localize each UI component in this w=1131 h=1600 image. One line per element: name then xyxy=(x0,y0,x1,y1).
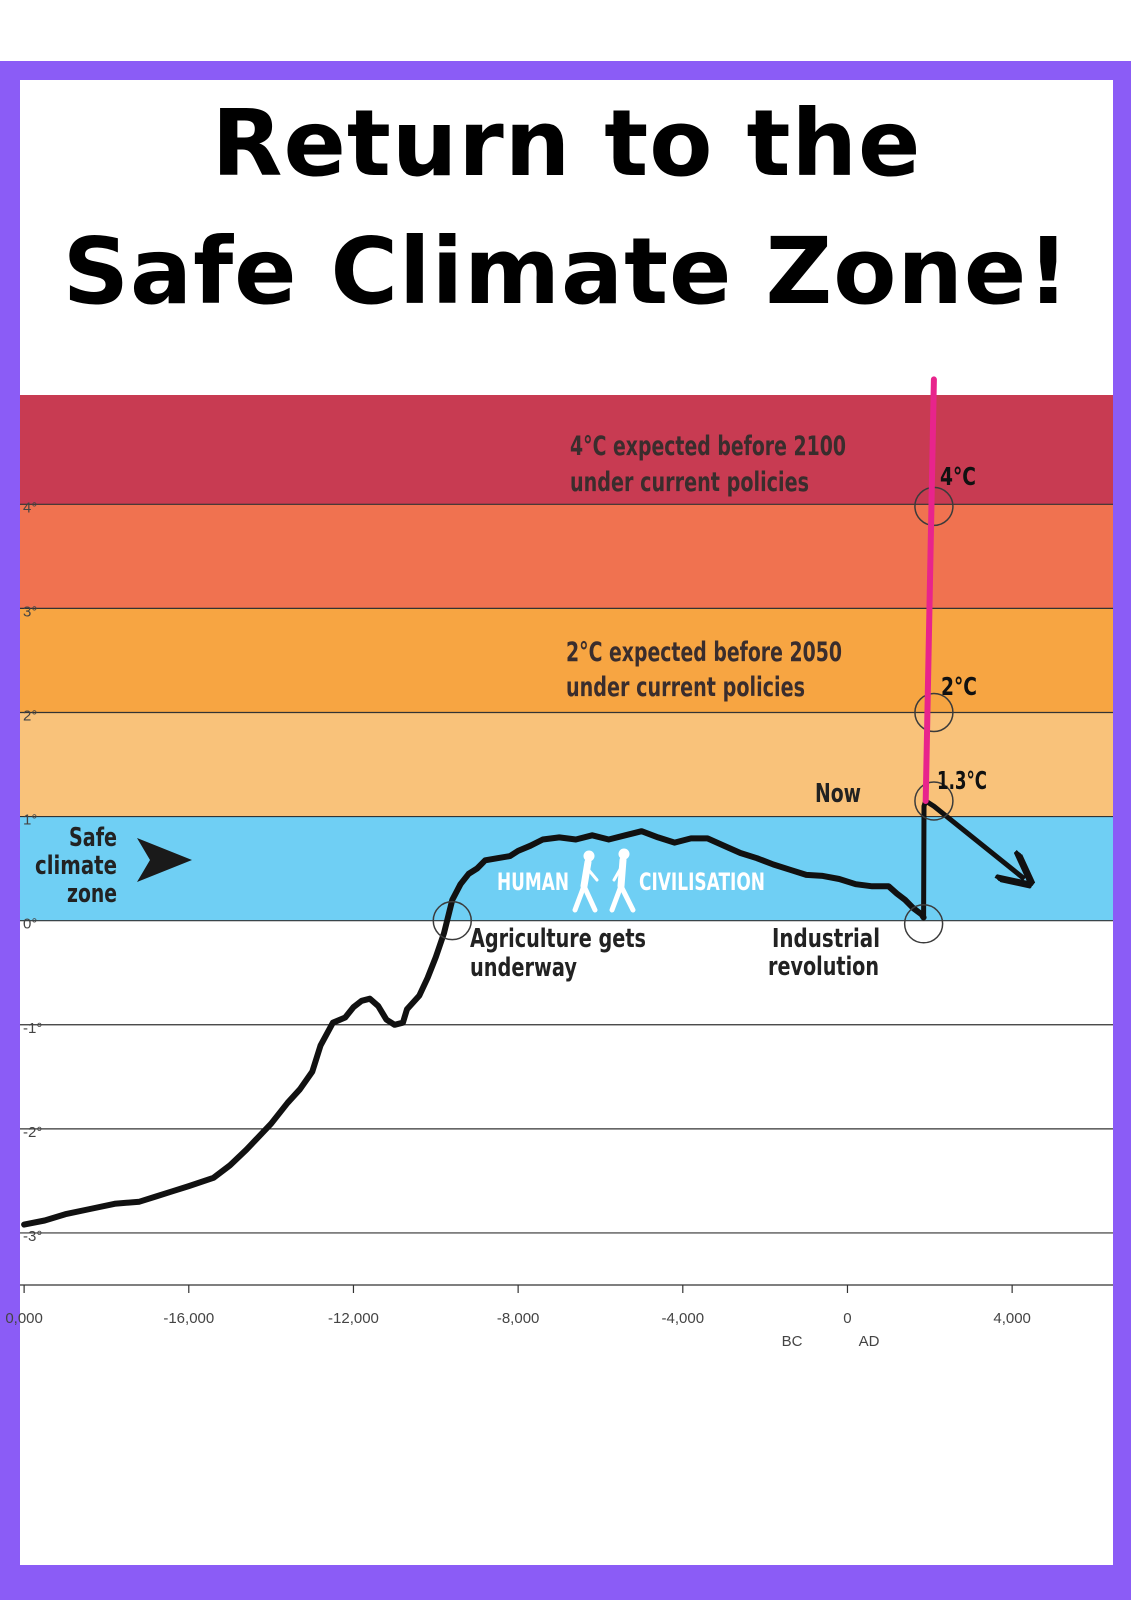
y-axis-ticks: 4° 3° 2° 1° 0° -1° -2° -3° xyxy=(23,499,42,1245)
agriculture-label-line-1: Agriculture gets xyxy=(470,924,646,954)
x-axis: 0,000 -16,000 -12,000 -8,000 -4,000 0 4,000 BC A… xyxy=(5,1284,1113,1350)
industrial-label-line-1: Industrial xyxy=(772,924,880,954)
safe-zone-label-line-3: zone xyxy=(67,879,117,909)
two-c-note-line-1: 2°C expected before 2050 xyxy=(566,637,842,668)
title-line-2: Safe Climate Zone! xyxy=(62,218,1071,325)
x-tick-label: -16,000 xyxy=(163,1310,214,1327)
band-4 xyxy=(20,816,1113,921)
label-2c: 2°C xyxy=(941,672,977,701)
civilisation-label: CIVILISATION xyxy=(639,868,765,896)
y-tick-label: 2° xyxy=(23,707,37,724)
safe-zone-arrow-icon xyxy=(137,838,192,882)
marker-circle-1 xyxy=(903,904,944,944)
x-tick-label: -4,000 xyxy=(662,1310,705,1327)
y-tick-label: -3° xyxy=(23,1228,42,1245)
marker-circle-2 xyxy=(914,781,954,821)
four-c-note-line-2: under current policies xyxy=(570,467,809,498)
y-tick-label: 0° xyxy=(23,916,37,933)
two-c-note-line-2: under current policies xyxy=(566,672,805,703)
x-tick-label: 0 xyxy=(843,1310,851,1327)
era-label-bc: BC xyxy=(782,1333,803,1350)
x-tick-label: 4,000 xyxy=(993,1310,1031,1327)
title-line-1: Return to the xyxy=(211,90,922,197)
band-1 xyxy=(20,504,1113,609)
safe-zone-label-line-2: climate xyxy=(35,851,117,881)
projection-line xyxy=(922,376,937,804)
industrial-label-line-2: revolution xyxy=(768,952,879,982)
walking-people-icon xyxy=(572,848,636,913)
y-tick-label: 4° xyxy=(23,499,37,516)
safe-zone-label-line-1: Safe xyxy=(69,823,117,853)
annotations: 4°C expected before 2100 under current p… xyxy=(35,431,987,983)
y-tick-label: -1° xyxy=(23,1020,42,1037)
label-now: Now xyxy=(815,779,861,809)
y-tick-label: 1° xyxy=(23,812,37,829)
label-4c: 4°C xyxy=(940,462,976,491)
label-now-value: 1.3°C xyxy=(937,766,987,795)
page-title: Return to the Safe Climate Zone! xyxy=(20,80,1113,336)
x-tick-label: -12,000 xyxy=(328,1310,379,1327)
y-tick-label: 3° xyxy=(23,603,37,620)
human-label: HUMAN xyxy=(497,868,569,896)
marker-circle-0 xyxy=(432,900,473,941)
agriculture-label-line-2: underway xyxy=(470,953,577,983)
y-tick-label: -2° xyxy=(23,1124,42,1141)
four-c-note-line-1: 4°C expected before 2100 xyxy=(570,431,846,462)
x-tick-label: -8,000 xyxy=(497,1310,540,1327)
x-tick-label: 0,000 xyxy=(5,1310,43,1327)
band-3 xyxy=(20,712,1113,817)
temperature-history-line xyxy=(21,828,927,1228)
marker-circle-3 xyxy=(914,692,954,733)
era-label-ad: AD xyxy=(859,1333,880,1350)
